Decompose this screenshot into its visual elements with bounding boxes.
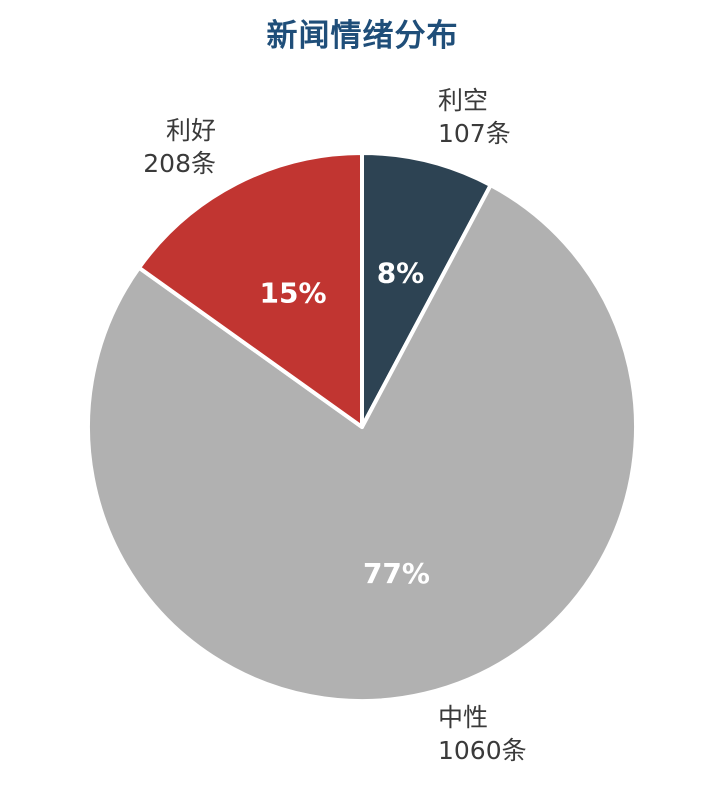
pie-slice-3	[137, 151, 364, 429]
pie-slice-2	[86, 183, 638, 703]
slice-category-label: 利好	[166, 116, 216, 145]
slice-category-label: 利空	[438, 86, 488, 115]
slice-percent-label: 15%	[260, 276, 327, 309]
slice-percent-label: 77%	[363, 557, 430, 590]
chart-title: 新闻情绪分布	[266, 18, 459, 54]
slice-count-label: 208条	[143, 149, 216, 178]
slice-count-label: 107条	[438, 119, 511, 148]
slice-percent-label: 8%	[377, 256, 425, 289]
slice-category-label: 中性	[438, 703, 488, 732]
slice-count-label: 1060条	[438, 736, 527, 765]
pie-slice-1	[360, 151, 493, 429]
